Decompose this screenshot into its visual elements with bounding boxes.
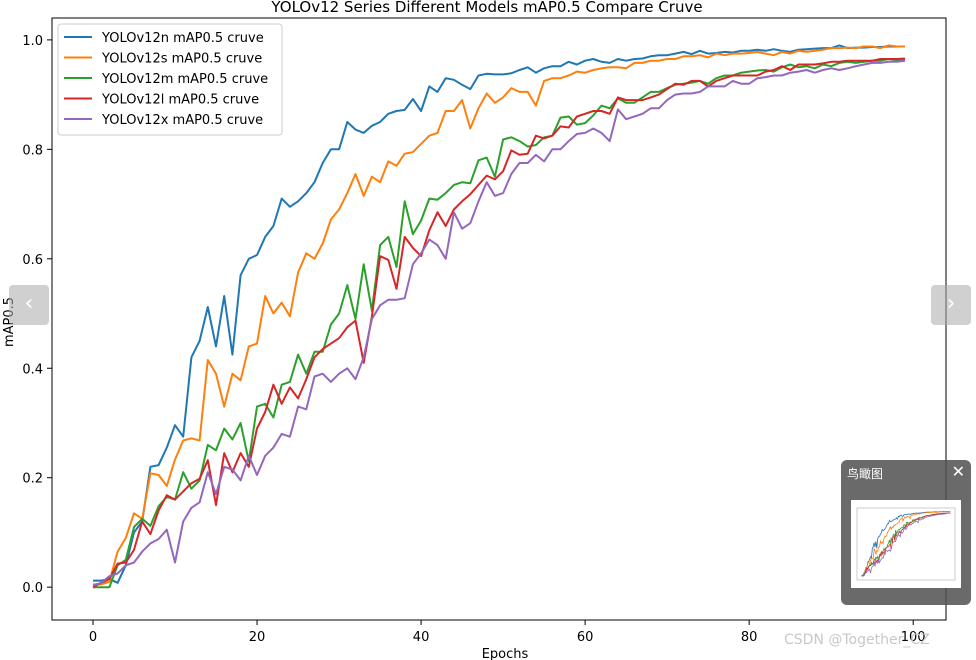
watermark: CSDN @Together_CZ xyxy=(784,632,930,648)
x-tick-label: 20 xyxy=(249,630,266,645)
series-line-2 xyxy=(93,44,905,586)
x-tick-label: 100 xyxy=(901,630,926,645)
overview-panel: 鸟瞰图 ✕ xyxy=(841,460,971,605)
y-tick-label: 0.4 xyxy=(22,362,43,377)
legend-item-label: YOLOv12s mAP0.5 cruve xyxy=(101,52,262,67)
overview-title: 鸟瞰图 xyxy=(847,467,884,481)
legend-item-label: YOLOv12l mAP0.5 cruve xyxy=(101,93,259,108)
legend: YOLOv12n mAP0.5 cruve YOLOv12s mAP0.5 cru… xyxy=(57,23,283,136)
legend-item-label: YOLOv12x mAP0.5 cruve xyxy=(101,113,263,128)
series-line-3 xyxy=(93,58,906,589)
y-tick-label: 1.0 xyxy=(22,34,43,49)
thumbnail-series-line-1 xyxy=(861,510,951,577)
thumbnail-series-line-5 xyxy=(861,512,951,577)
x-tick-label: 60 xyxy=(577,630,594,645)
plot-lines xyxy=(92,44,906,589)
chevron-right-icon: › xyxy=(946,291,956,316)
thumbnail-series-line-2 xyxy=(861,510,951,577)
x-axis: 0 20 40 60 80 100 xyxy=(89,620,926,645)
series-line-5 xyxy=(92,59,906,587)
overview-thumbnail[interactable] xyxy=(851,500,961,588)
legend-box xyxy=(57,23,283,136)
series-line-1 xyxy=(93,44,905,584)
x-tick-label: 0 xyxy=(89,630,97,645)
x-tick-label: 40 xyxy=(413,630,430,645)
y-tick-label: 0.0 xyxy=(22,581,43,596)
thumbnail-frame xyxy=(856,507,956,581)
x-axis-label: Epochs xyxy=(482,647,529,660)
y-tick-label: 0.8 xyxy=(22,143,43,158)
legend-item-label: YOLOv12m mAP0.5 cruve xyxy=(101,72,268,87)
close-icon[interactable]: ✕ xyxy=(951,462,965,481)
chevron-left-icon: ‹ xyxy=(24,291,34,316)
y-axis: 0.0 0.2 0.4 0.6 0.8 1.0 xyxy=(22,34,52,596)
y-tick-label: 0.2 xyxy=(22,472,43,487)
y-tick-label: 0.6 xyxy=(22,253,43,268)
legend-item-label: YOLOv12n mAP0.5 cruve xyxy=(101,31,264,46)
prev-image-button[interactable]: ‹ xyxy=(9,285,49,325)
chart-title: YOLOv12 Series Different Models mAP0.5 C… xyxy=(270,0,702,16)
series-line-4 xyxy=(92,57,906,589)
thumbnail-series-line-4 xyxy=(861,512,951,577)
next-image-button[interactable]: › xyxy=(931,285,971,325)
x-tick-label: 80 xyxy=(741,630,758,645)
thumbnail-chart xyxy=(856,507,956,581)
